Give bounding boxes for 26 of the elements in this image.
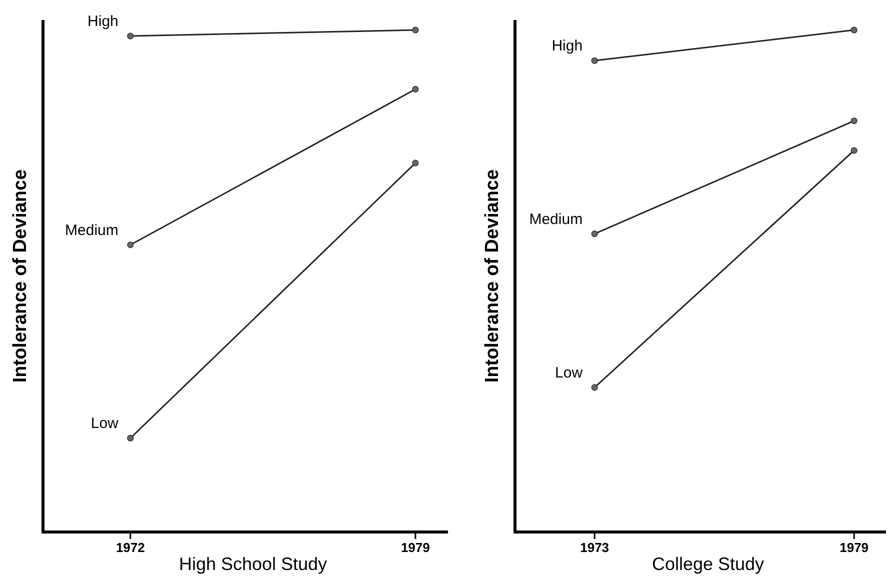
point (591, 230, 598, 238)
y-axis-title: Intolerance of Deviance (482, 169, 503, 383)
point (127, 32, 134, 40)
x-tick-label: 1973 (580, 540, 610, 555)
point (591, 57, 598, 64)
point (127, 242, 134, 248)
series-label: Medium (529, 210, 583, 228)
series-label: High (552, 38, 583, 55)
series-label: Low (555, 364, 583, 382)
x-tick-label: 1979 (400, 540, 430, 555)
point (412, 160, 419, 166)
point (850, 147, 858, 154)
series-label: High (88, 13, 118, 30)
point (412, 26, 419, 34)
x-axis-title: College Study (652, 554, 764, 574)
point (412, 86, 419, 93)
series-label: Low (90, 415, 119, 432)
x-axis-title: High School Study (178, 554, 328, 574)
x-tick-label: 1972 (116, 540, 145, 555)
series-label: Medium (65, 222, 118, 239)
x-tick-label: 1979 (840, 540, 869, 555)
y-axis-title: Intolerance of Deviance (10, 169, 31, 383)
point (127, 434, 134, 442)
point (850, 118, 858, 124)
point (591, 384, 598, 391)
point (850, 26, 858, 34)
